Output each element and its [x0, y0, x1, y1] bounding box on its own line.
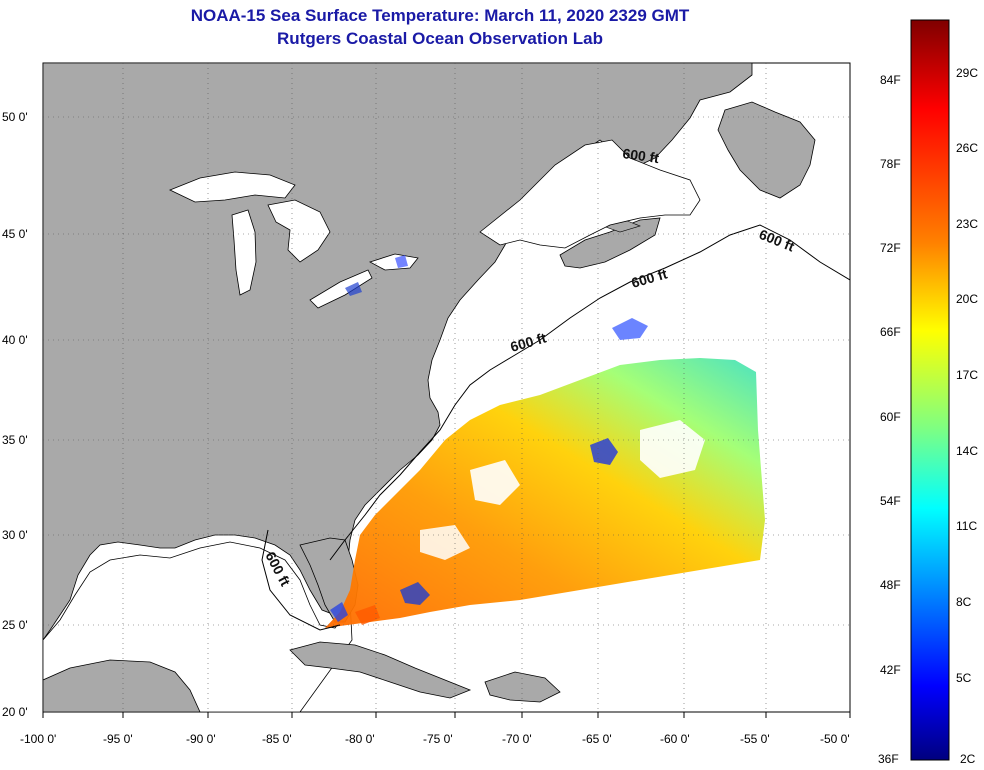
map-title: NOAA-15 Sea Surface Temperature: March 1…	[190, 6, 690, 25]
colorbar-f-label: 48F	[880, 578, 901, 592]
colorbar-c-label: 5C	[956, 671, 972, 685]
lake-huron	[267, 199, 331, 263]
lat-tick-label: 50 0'	[2, 110, 28, 124]
isobath-600ft	[261, 224, 850, 631]
lon-tick-label: -65 0'	[582, 732, 612, 746]
lon-tick-label: -60 0'	[660, 732, 690, 746]
lon-tick-label: -100 0'	[20, 732, 56, 746]
colorbar-c-label: 14C	[956, 444, 978, 458]
cloud-gap	[420, 525, 470, 560]
lon-tick-label: -90 0'	[186, 732, 216, 746]
sst-cold-patch	[330, 602, 348, 622]
lon-tick-label: -95 0'	[103, 732, 133, 746]
colorbar-f-label: 78F	[880, 157, 901, 171]
sst-cold-patch	[395, 255, 408, 268]
sst-cold-patch	[612, 318, 648, 340]
cloud-gap	[640, 420, 705, 478]
lake-erie	[309, 269, 373, 309]
lon-tick-label: -50 0'	[820, 732, 850, 746]
land-cuba	[289, 641, 472, 699]
sst-cold-patch	[590, 438, 618, 465]
colorbar-c-label: 2C	[960, 752, 976, 766]
colorbar-c-label: 29C	[956, 66, 978, 80]
sst-cold-patch	[400, 582, 430, 605]
lat-tick-label: 35 0'	[2, 433, 28, 447]
colorbar-f-label: 36F	[878, 752, 899, 766]
colorbar-c-label: 23C	[956, 217, 978, 231]
lake-superior	[169, 171, 296, 203]
lat-tick-label: 45 0'	[2, 227, 28, 241]
lat-tick-label: 30 0'	[2, 528, 28, 542]
sst-cold-patch	[345, 282, 362, 296]
axis-ticks	[42, 712, 851, 718]
colorbar-c-label: 17C	[956, 368, 978, 382]
lon-tick-label: -70 0'	[502, 732, 532, 746]
colorbar-c-label: 26C	[956, 141, 978, 155]
colorbar-f-label: 84F	[880, 73, 901, 87]
colorbar-c-label: 11C	[956, 519, 977, 533]
cloud-gap	[470, 460, 520, 505]
graticule	[43, 63, 850, 712]
lon-tick-label: -75 0'	[423, 732, 453, 746]
colorbar-c-label: 8C	[956, 595, 972, 609]
isobath-label: 600 ft	[622, 145, 661, 166]
lat-tick-label: 25 0'	[2, 618, 28, 632]
lat-tick-label: 20 0'	[2, 705, 28, 719]
land-yucatan	[43, 659, 201, 712]
lake-michigan	[231, 209, 257, 296]
sst-swath	[325, 358, 765, 628]
land-nova-scotia	[559, 217, 661, 269]
lon-tick-label: -85 0'	[262, 732, 292, 746]
sst-warm-patch	[355, 605, 380, 625]
colorbar-f-label: 66F	[880, 325, 901, 339]
lat-tick-label: 40 0'	[2, 333, 28, 347]
colorbar-c-label: 20C	[956, 292, 978, 306]
gulf-st-lawrence	[479, 139, 701, 249]
colorbar	[910, 19, 950, 761]
land-newfoundland	[717, 101, 816, 199]
lon-tick-label: -80 0'	[345, 732, 375, 746]
lon-tick-label: -55 0'	[740, 732, 770, 746]
colorbar-f-label: 60F	[880, 410, 901, 424]
land-hispaniola	[484, 671, 561, 703]
colorbar-f-label: 42F	[880, 663, 901, 677]
colorbar-f-label: 72F	[880, 241, 901, 255]
colorbar-f-label: 54F	[880, 494, 901, 508]
map-subtitle: Rutgers Coastal Ocean Observation Lab	[277, 29, 603, 48]
